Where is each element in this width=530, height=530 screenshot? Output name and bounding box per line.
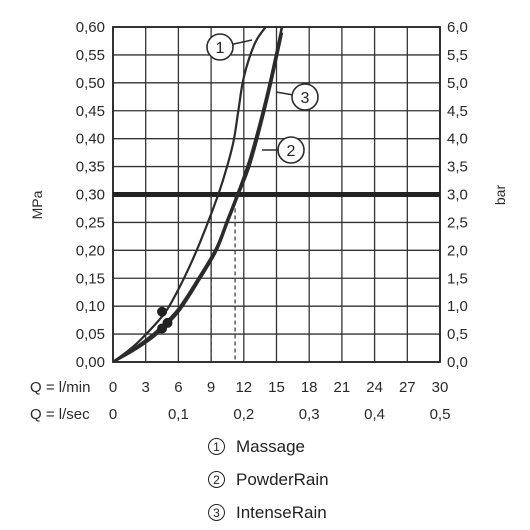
y-tick-right: 5,0 <box>447 75 468 92</box>
x-tick-lmin: 3 <box>142 379 150 396</box>
y-tick-right: 0,0 <box>447 354 468 371</box>
legend-marker-3: 3 <box>208 504 225 521</box>
x-tick-lmin: 27 <box>399 379 416 396</box>
legend-item-massage: 1 Massage <box>208 430 329 463</box>
y-tick-right: 4,5 <box>447 103 468 120</box>
y-tick-left: 0,25 <box>76 214 105 231</box>
y-tick-right: 4,0 <box>447 131 468 148</box>
x-tick-lsec: 0 <box>109 406 117 423</box>
data-point <box>162 317 173 328</box>
y-tick-left: 0,05 <box>76 326 105 343</box>
y-tick-right: 1,0 <box>447 298 468 315</box>
x-tick-lmin: 0 <box>109 379 117 396</box>
y-tick-right: 3,5 <box>447 159 468 176</box>
y-tick-left: 0,00 <box>76 354 105 371</box>
y-tick-right: 0,5 <box>447 326 468 343</box>
series-callout-powderrain <box>277 136 305 164</box>
y-tick-left: 0,55 <box>76 47 105 64</box>
y-tick-left: 0,45 <box>76 103 105 120</box>
chart-points <box>157 306 173 334</box>
x-tick-lsec: 0,5 <box>430 406 451 423</box>
y-tick-right: 2,5 <box>447 214 468 231</box>
y-tick-right: 3,0 <box>447 187 468 204</box>
x-tick-lsec: 0,1 <box>168 406 189 423</box>
y-tick-left: 0,20 <box>76 242 105 259</box>
series-callout-massage <box>206 33 234 61</box>
y-tick-left: 0,40 <box>76 131 105 148</box>
callout-number: 1 <box>216 40 225 57</box>
y-tick-right: 5,5 <box>447 47 468 64</box>
y-tick-left: 0,60 <box>76 19 105 36</box>
y-axis-left-label: MPa <box>29 190 45 219</box>
x-tick-lmin: 12 <box>235 379 252 396</box>
x-row2-label: Q = l/sec <box>30 406 90 423</box>
y-tick-right: 1,5 <box>447 270 468 287</box>
x-tick-lmin: 21 <box>334 379 351 396</box>
callout-number: 3 <box>301 90 310 107</box>
y-tick-right: 2,0 <box>447 242 468 259</box>
x-tick-lmin: 15 <box>268 379 285 396</box>
y-tick-right: 6,0 <box>447 19 468 36</box>
x-tick-lmin: 9 <box>207 379 215 396</box>
legend-label: IntenseRain <box>236 502 327 522</box>
legend-item-powderrain: 2 PowderRain <box>208 463 329 496</box>
legend-marker-1: 1 <box>208 438 225 455</box>
x-tick-lsec: 0,4 <box>364 406 385 423</box>
data-point <box>157 306 168 317</box>
series-line-intenserain <box>112 26 284 364</box>
series-callout-intenserain <box>291 83 319 111</box>
y-tick-left: 0,10 <box>76 298 105 315</box>
x-tick-lmin: 30 <box>432 379 449 396</box>
tick-labels: 0,000,050,100,150,200,250,300,350,400,45… <box>76 19 468 423</box>
callout-number: 2 <box>287 143 296 160</box>
x-row1-label: Q = l/min <box>30 379 90 396</box>
series-callouts: 1 3 2 <box>206 33 319 164</box>
series-line-massage <box>112 26 267 363</box>
y-tick-left: 0,50 <box>76 75 105 92</box>
x-tick-lmin: 6 <box>174 379 182 396</box>
legend: 1 Massage 2 PowderRain 3 IntenseRain <box>208 430 329 529</box>
chart-series <box>112 26 284 364</box>
legend-marker-2: 2 <box>208 471 225 488</box>
legend-label: PowderRain <box>236 469 329 489</box>
x-tick-lmin: 18 <box>301 379 318 396</box>
y-axis-right-label: bar <box>492 185 508 206</box>
y-tick-left: 0,35 <box>76 159 105 176</box>
y-tick-left: 0,15 <box>76 270 105 287</box>
legend-item-intenserain: 3 IntenseRain <box>208 496 329 529</box>
series-line-powderrain <box>112 32 284 364</box>
legend-label: Massage <box>236 436 305 456</box>
y-tick-left: 0,30 <box>76 187 105 204</box>
x-tick-lsec: 0,3 <box>299 406 320 423</box>
x-tick-lsec: 0,2 <box>233 406 254 423</box>
x-tick-lmin: 24 <box>366 379 383 396</box>
